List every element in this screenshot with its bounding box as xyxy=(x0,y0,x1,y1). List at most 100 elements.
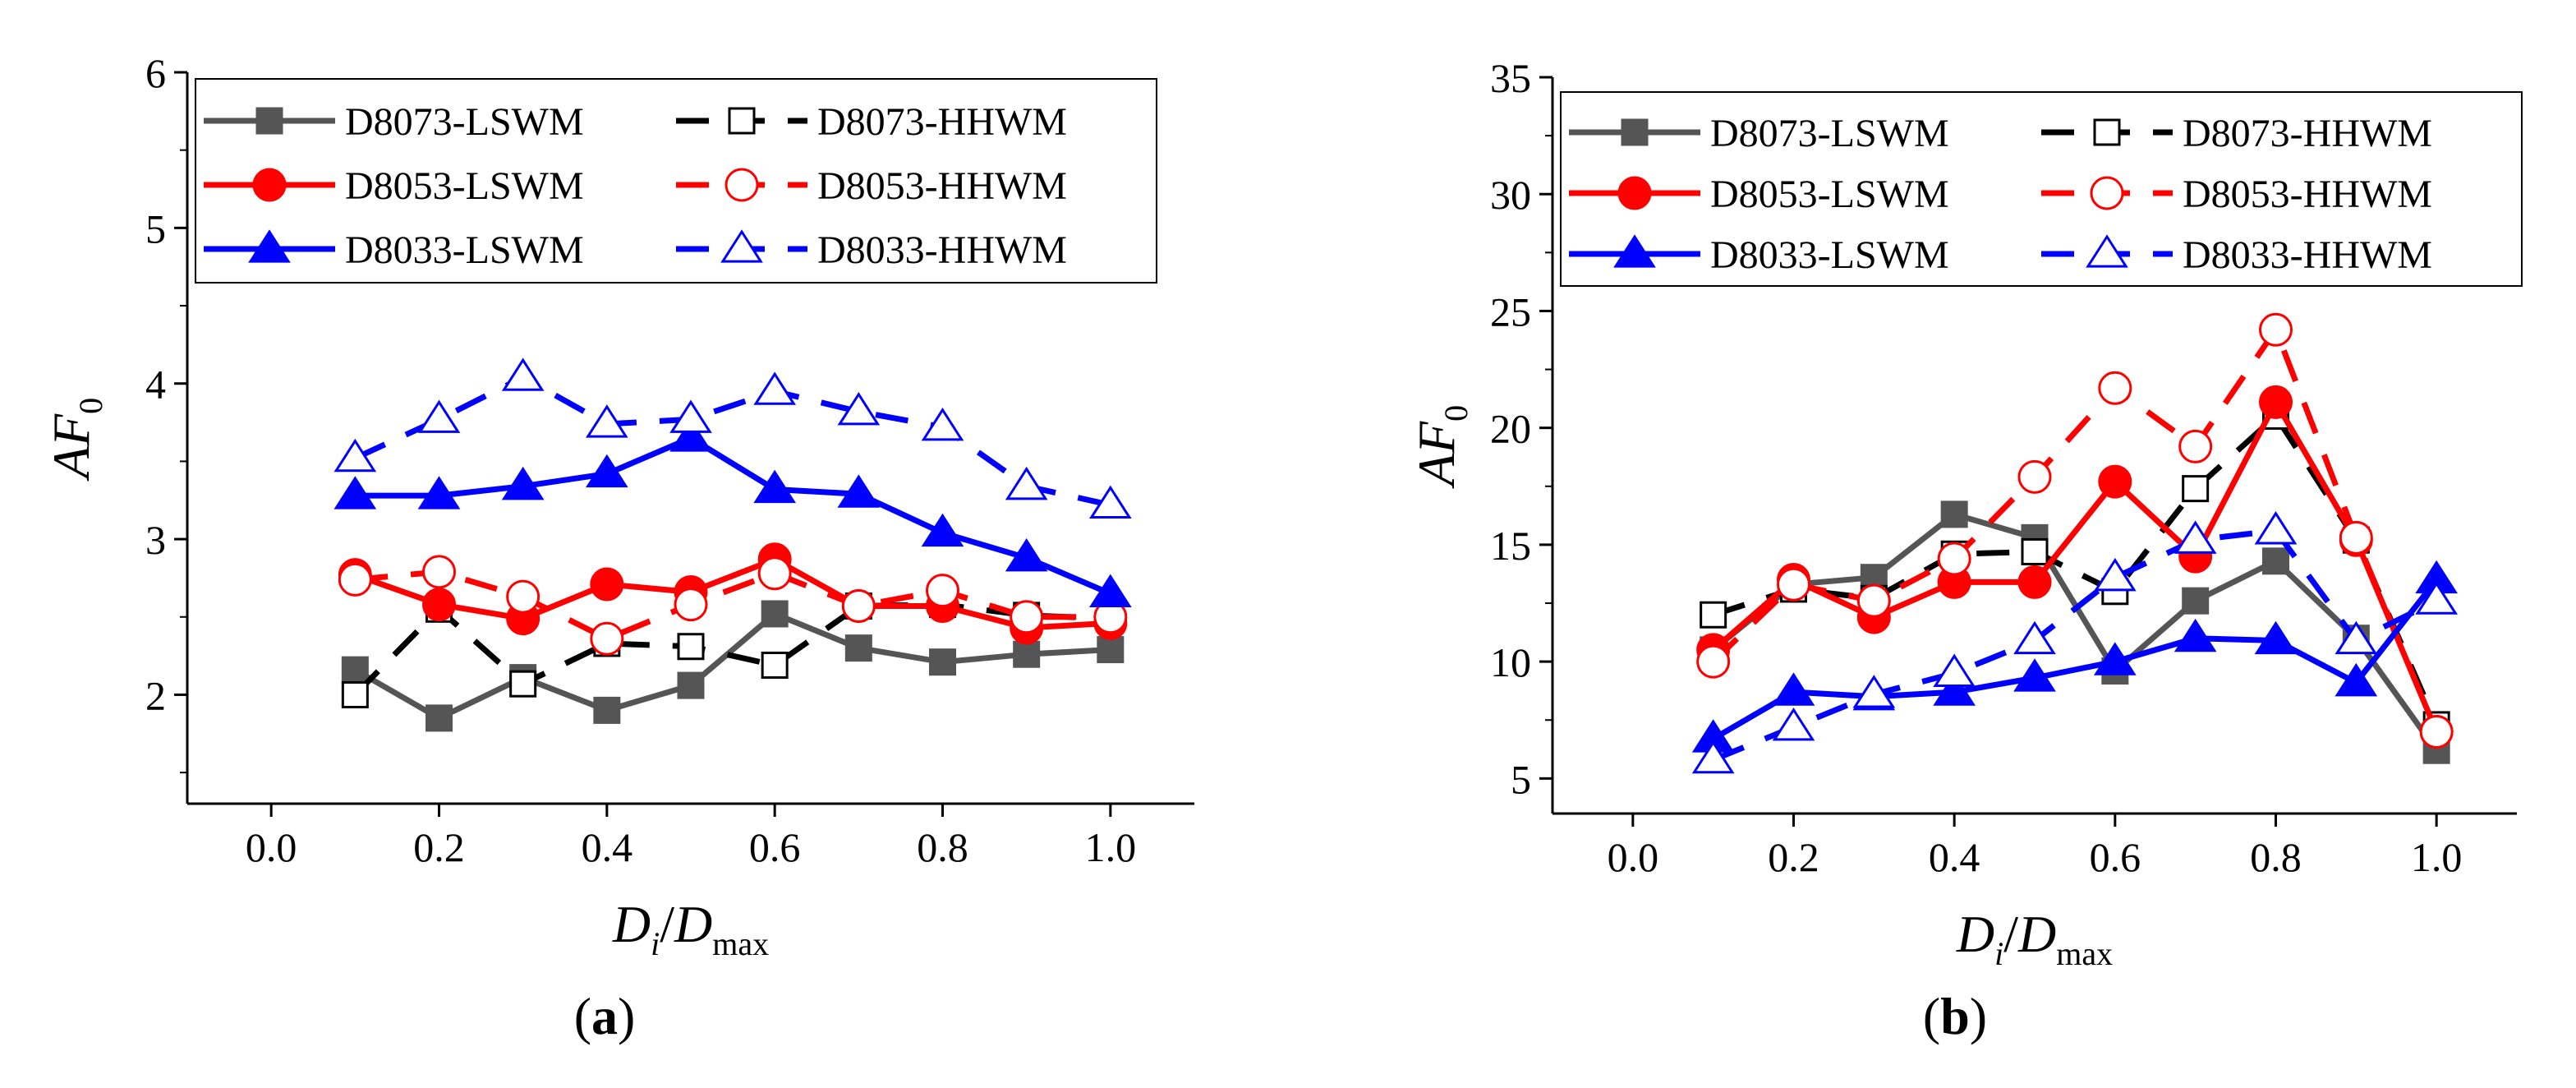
data-point xyxy=(669,418,712,452)
data-point xyxy=(1852,675,1896,708)
y-tick-label: 35 xyxy=(1490,55,1531,101)
legend-item: D8053-LSWM xyxy=(1569,173,1949,216)
panel-caption: (b) xyxy=(1923,987,1987,1045)
legend-marker xyxy=(2090,176,2124,210)
x-tick-label: 0.6 xyxy=(749,824,801,870)
legend-label: D8033-LSWM xyxy=(1710,233,1949,277)
x-tick-label: 1.0 xyxy=(2411,834,2463,880)
series-line xyxy=(1711,399,2440,733)
data-point xyxy=(761,651,789,679)
data-point xyxy=(2098,464,2132,499)
legend-marker xyxy=(1617,176,1652,210)
data-point xyxy=(590,621,624,656)
x-tick-label: 0.0 xyxy=(1608,834,1659,880)
data-point xyxy=(1937,542,1971,576)
data-point xyxy=(1696,644,1731,679)
legend-label: D8053-LSWM xyxy=(345,164,584,208)
data-point xyxy=(753,469,797,504)
y-tick-label: 20 xyxy=(1490,406,1531,452)
data-point xyxy=(837,392,881,426)
series-D8073-LSWM xyxy=(1700,500,2450,764)
legend-marker xyxy=(248,229,291,263)
legend-label: D8053-LSWM xyxy=(1710,173,1949,216)
legend-label: D8033-LSWM xyxy=(345,228,584,272)
data-point xyxy=(1013,640,1041,668)
legend: D8073-LSWM D8073-HHWM D8053-LSWM D8053-HHWM… xyxy=(1560,91,2523,287)
x-tick-label: 0.6 xyxy=(2090,834,2141,880)
series-D8033-HHWM xyxy=(334,357,1132,519)
data-point xyxy=(2017,459,2052,494)
data-point xyxy=(2013,658,2056,692)
data-point xyxy=(2334,662,2378,697)
data-point xyxy=(501,357,545,391)
series-line xyxy=(1711,578,2439,742)
series-line xyxy=(1712,413,2440,726)
x-axis-label: Di/Dmax xyxy=(1956,905,2113,972)
y-tick-label: 30 xyxy=(1490,172,1531,218)
legend-marker xyxy=(255,107,283,135)
data-point xyxy=(761,600,789,628)
series-line xyxy=(1711,511,2440,753)
legend-label: D8053-HHWM xyxy=(817,164,1067,208)
legend-item: D8033-LSWM xyxy=(1569,233,1949,277)
series-line xyxy=(1711,326,2440,733)
x-tick-label: 0.2 xyxy=(1768,834,1819,880)
data-point xyxy=(1933,672,1976,706)
x-axis-label: Di/Dmax xyxy=(612,895,769,962)
x-tick-label: 0.2 xyxy=(413,824,465,870)
legend-label: D8073-HHWM xyxy=(817,100,1067,144)
data-point xyxy=(2339,520,2373,555)
data-point xyxy=(501,466,545,500)
legend-marker xyxy=(2093,118,2121,146)
series-line xyxy=(353,374,1111,508)
legend-item: D8033-HHWM xyxy=(676,228,1067,272)
series-D8073-HHWM xyxy=(1700,402,2450,739)
data-point xyxy=(929,648,956,676)
data-point xyxy=(422,588,456,622)
data-point xyxy=(2254,511,2298,545)
data-point xyxy=(2178,429,2213,463)
panel-caption: (a) xyxy=(574,987,636,1045)
data-point xyxy=(1772,707,1815,741)
series-D8033-LSWM xyxy=(1691,560,2459,753)
data-point xyxy=(841,589,876,624)
x-tick-label: 0.0 xyxy=(246,824,297,870)
data-point xyxy=(757,556,792,591)
data-point xyxy=(1005,466,1048,500)
data-point xyxy=(1856,583,1891,618)
x-tick-label: 1.0 xyxy=(1085,824,1137,870)
data-point xyxy=(677,633,705,661)
data-point xyxy=(509,670,537,698)
data-point xyxy=(1940,500,1968,528)
x-tick-label: 0.4 xyxy=(582,824,633,870)
data-point xyxy=(669,399,712,433)
data-point xyxy=(334,438,377,473)
data-point xyxy=(1005,538,1048,572)
legend-label: D8033-HHWM xyxy=(817,228,1067,272)
y-tick-label: 5 xyxy=(1511,756,1531,802)
data-point xyxy=(2334,620,2378,655)
data-point xyxy=(2259,312,2293,347)
legend: D8073-LSWM D8073-HHWM D8053-LSWM D8053-HHWM… xyxy=(195,78,1157,284)
data-point xyxy=(426,704,453,732)
data-point xyxy=(677,671,705,699)
data-point xyxy=(341,656,369,684)
data-point xyxy=(1933,653,1976,687)
legend-label: D8053-HHWM xyxy=(2183,173,2432,216)
series-D8053-HHWM xyxy=(1696,312,2454,749)
data-point xyxy=(417,399,461,433)
data-point xyxy=(1700,601,1727,629)
data-point xyxy=(837,474,881,508)
legend-item: D8073-LSWM xyxy=(1569,112,1949,155)
legend-marker xyxy=(2086,234,2128,268)
legend-item: D8073-LSWM xyxy=(204,100,584,144)
y-tick-label: 6 xyxy=(145,50,166,96)
legend-item: D8033-LSWM xyxy=(204,228,584,272)
legend-item: D8053-LSWM xyxy=(204,164,584,208)
data-point xyxy=(2262,547,2289,575)
data-point xyxy=(2415,581,2459,615)
y-axis-label: AF0 xyxy=(42,398,109,482)
legend-label: D8073-LSWM xyxy=(345,100,584,144)
legend-label: D8033-HHWM xyxy=(2183,233,2432,277)
